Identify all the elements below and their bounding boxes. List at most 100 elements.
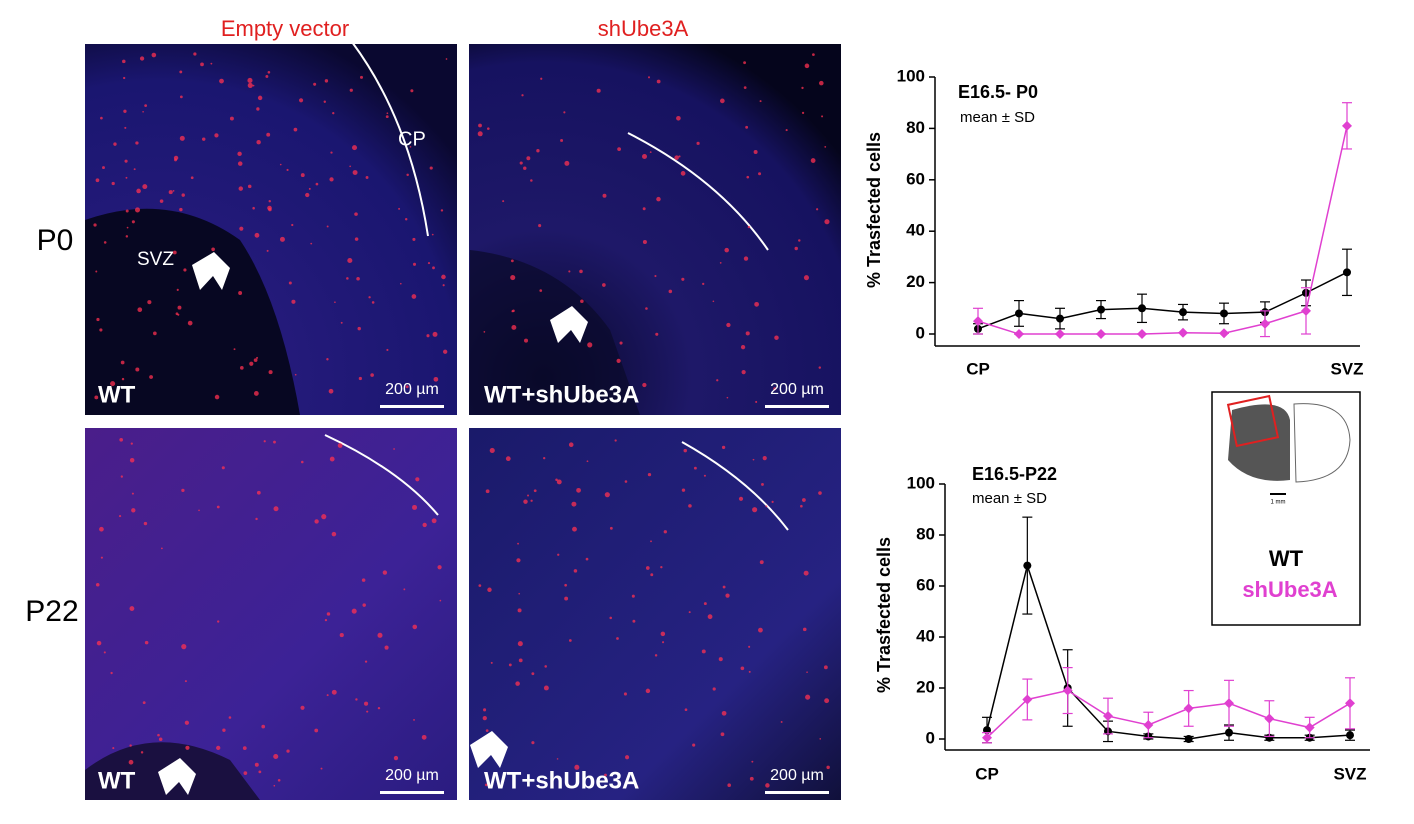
cell xyxy=(339,633,344,638)
cell xyxy=(256,356,259,359)
marker xyxy=(1103,711,1113,722)
x-tick-label: CP xyxy=(966,359,990,378)
cell xyxy=(118,514,122,518)
cell xyxy=(527,494,530,497)
cell xyxy=(724,247,729,253)
cell xyxy=(482,716,487,721)
y-axis-label: % Trasfected cells xyxy=(874,537,894,693)
cell xyxy=(688,611,691,614)
cell xyxy=(371,301,375,304)
chart-subtitle: mean ± SD xyxy=(972,490,1047,507)
cell xyxy=(785,129,788,132)
cell xyxy=(703,602,707,606)
cell xyxy=(158,737,163,741)
cell xyxy=(543,685,549,691)
cell xyxy=(681,488,686,492)
cell xyxy=(516,558,521,563)
cell xyxy=(412,237,416,241)
marker xyxy=(1345,698,1355,709)
cell xyxy=(745,331,750,336)
cell xyxy=(602,283,606,287)
cell xyxy=(153,331,157,336)
cell xyxy=(563,111,566,114)
marker xyxy=(1342,120,1352,131)
cell xyxy=(417,774,420,777)
micrographs xyxy=(85,41,841,800)
cell xyxy=(124,159,128,163)
cell xyxy=(100,556,103,559)
y-tick-label: 40 xyxy=(916,626,935,645)
cell xyxy=(806,671,808,673)
y-tick-label: 20 xyxy=(906,272,925,291)
cell xyxy=(538,224,542,228)
cell xyxy=(674,155,679,160)
cell xyxy=(530,499,533,502)
cell xyxy=(826,765,830,770)
cell xyxy=(571,501,577,507)
cell xyxy=(585,557,589,561)
cell xyxy=(625,755,630,760)
marker xyxy=(1220,309,1228,318)
arrow xyxy=(192,252,230,290)
scale-label: 200 µm xyxy=(770,767,824,784)
cell xyxy=(121,377,125,381)
cell xyxy=(134,207,141,213)
cell xyxy=(487,127,490,130)
cell xyxy=(802,627,807,632)
marker xyxy=(1265,733,1274,742)
cell xyxy=(433,376,439,382)
y-tick-label: 60 xyxy=(906,169,925,188)
cell xyxy=(726,322,731,328)
cell xyxy=(696,141,700,145)
cell xyxy=(412,624,418,630)
cell xyxy=(263,440,266,443)
cell xyxy=(485,729,489,732)
cell xyxy=(510,274,516,281)
cell xyxy=(521,94,524,97)
marker xyxy=(1055,329,1065,339)
cell xyxy=(261,724,266,729)
cell xyxy=(254,232,260,238)
cell xyxy=(326,694,329,697)
cell xyxy=(125,235,129,238)
image-p22-empty xyxy=(85,428,457,800)
cell xyxy=(159,199,164,203)
cell xyxy=(656,196,661,202)
x-tick-label: SVZ xyxy=(1333,764,1366,783)
cell xyxy=(722,585,726,589)
cell xyxy=(305,192,310,198)
cell xyxy=(249,361,254,366)
cell xyxy=(560,138,564,142)
cell xyxy=(823,665,828,670)
cell xyxy=(288,281,292,285)
cell xyxy=(300,173,305,178)
cell xyxy=(619,341,623,345)
cell xyxy=(512,309,515,313)
cell xyxy=(510,259,514,263)
cell xyxy=(404,217,408,221)
cell xyxy=(240,366,244,370)
cell xyxy=(331,531,337,537)
marker xyxy=(973,316,983,327)
cell xyxy=(604,492,610,498)
cell xyxy=(142,701,146,705)
cell xyxy=(256,140,261,145)
cell xyxy=(384,645,389,650)
cell xyxy=(131,492,134,495)
cell xyxy=(258,770,262,774)
cell xyxy=(636,785,639,788)
legend-box: 1 mm WT shUbe3A xyxy=(1211,391,1361,626)
cell xyxy=(478,123,482,128)
cell xyxy=(602,193,607,198)
cell xyxy=(142,184,148,190)
region-label: SVZ xyxy=(137,249,174,270)
cell xyxy=(124,126,127,129)
cell xyxy=(707,614,713,620)
cell xyxy=(354,212,358,216)
cell xyxy=(273,440,276,444)
cell xyxy=(385,115,389,119)
scale-bar xyxy=(765,405,829,408)
cell xyxy=(712,300,715,303)
cell xyxy=(273,784,276,787)
cell xyxy=(746,175,750,179)
